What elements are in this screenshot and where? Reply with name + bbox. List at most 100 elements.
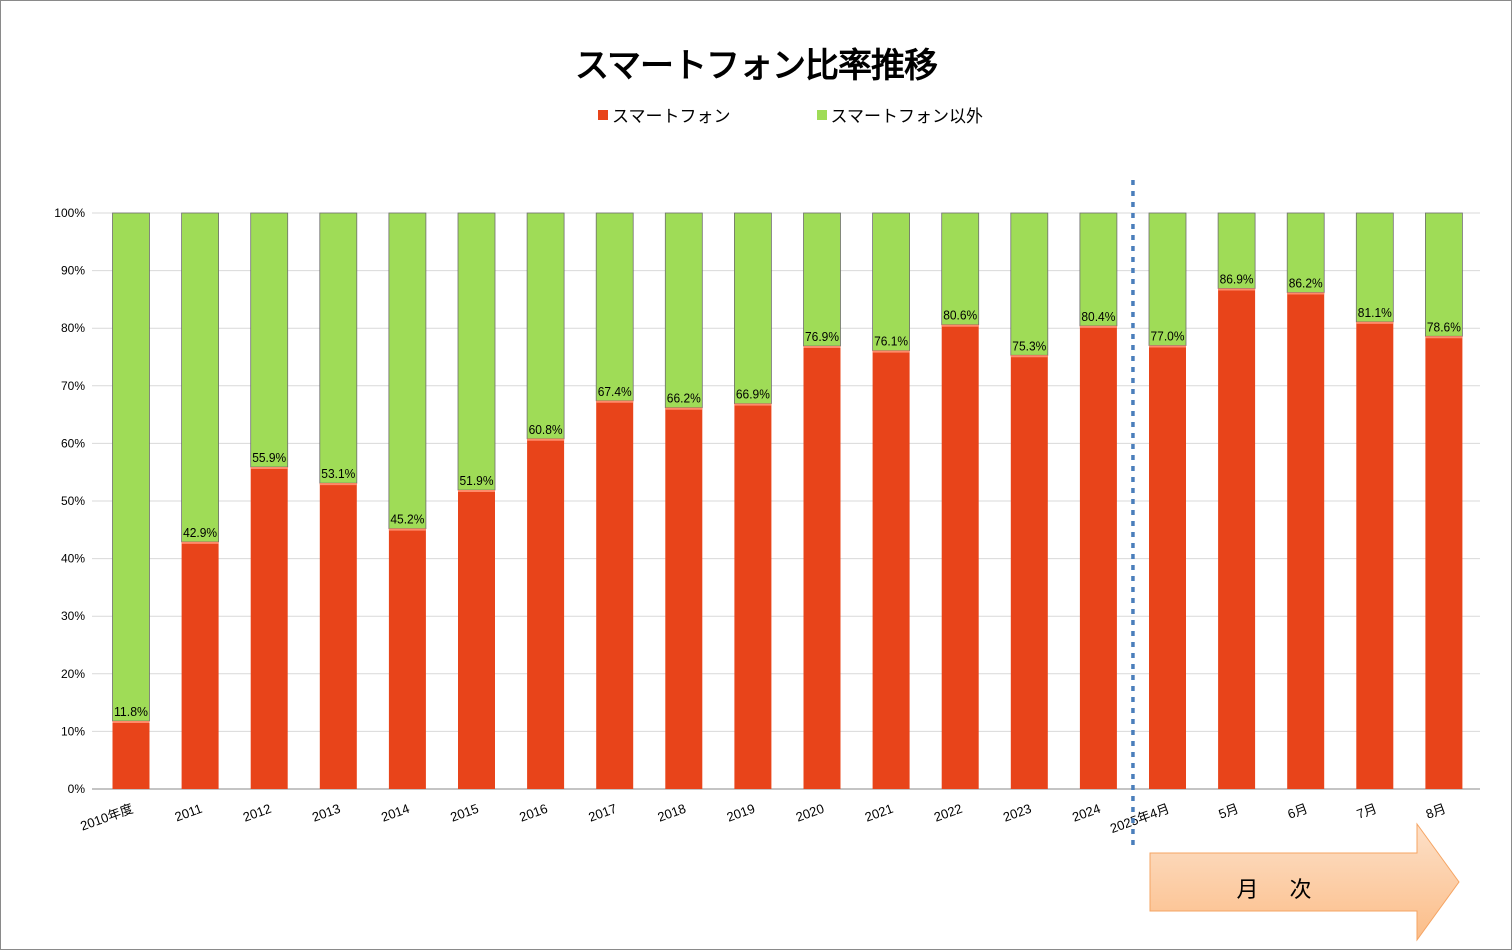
x-tick-label: 2020	[794, 801, 826, 825]
x-tick-label: 2011	[173, 801, 204, 825]
bar-smartphone	[803, 346, 841, 789]
x-tick-label: 2023	[1001, 801, 1033, 825]
bar-smartphone	[1149, 345, 1186, 789]
bar-non-smartphone	[319, 212, 358, 484]
bar-non-smartphone	[457, 212, 496, 491]
data-label: 67.4%	[598, 384, 632, 399]
y-tick-label: 50%	[61, 494, 85, 508]
data-label: 11.8%	[114, 704, 148, 719]
data-label: 86.2%	[1289, 275, 1323, 290]
x-tick-label: 2025年4月	[1108, 801, 1172, 836]
data-label: 66.2%	[667, 391, 701, 406]
legend-label: スマートフォン以外	[830, 107, 984, 127]
data-label: 42.9%	[183, 525, 217, 540]
x-tick-label: 8月	[1424, 801, 1448, 822]
data-label: 75.3%	[1012, 338, 1046, 353]
x-tick-label: 2019	[725, 801, 757, 825]
bar-smartphone	[665, 407, 703, 789]
x-tick-label: 2014	[379, 801, 411, 825]
x-tick-label: 2022	[932, 801, 964, 825]
data-label: 86.9%	[1220, 271, 1254, 286]
bar-smartphone	[872, 350, 910, 789]
data-label: 81.1%	[1358, 305, 1392, 320]
bar-smartphone	[1079, 325, 1117, 789]
bar-smartphone	[458, 490, 495, 789]
bar-non-smartphone	[664, 212, 703, 409]
bar-non-smartphone	[595, 212, 634, 402]
bar-non-smartphone	[250, 212, 289, 468]
y-tick-label: 0%	[68, 782, 86, 796]
bar-non-smartphone	[941, 212, 980, 326]
bar-smartphone	[1356, 321, 1394, 789]
bar-smartphone	[734, 403, 772, 789]
chart-title: スマートフォン比率推移	[575, 46, 938, 86]
bar-non-smartphone	[181, 212, 220, 543]
legend-swatch-non-smartphone	[816, 109, 827, 120]
data-label: 76.9%	[805, 329, 839, 344]
bar-smartphone	[596, 400, 634, 789]
y-tick-label: 90%	[61, 264, 85, 278]
y-tick-label: 40%	[61, 552, 85, 566]
x-tick-label: 2012	[241, 801, 273, 825]
y-tick-label: 20%	[61, 667, 85, 681]
y-tick-label: 10%	[61, 724, 85, 738]
data-label: 76.1%	[874, 334, 908, 349]
x-tick-label: 5月	[1216, 801, 1240, 822]
y-tick-label: 30%	[61, 609, 85, 623]
y-tick-label: 60%	[61, 436, 85, 450]
bar-smartphone	[1010, 355, 1048, 789]
x-tick-label: 2021	[863, 801, 895, 825]
x-tick-label: 2024	[1070, 801, 1102, 825]
bar-smartphone	[527, 438, 565, 789]
bar-smartphone	[1425, 336, 1463, 789]
bar-non-smartphone	[803, 212, 841, 347]
legend-item-smartphone: スマートフォン	[598, 102, 731, 127]
x-tick-label: 2017	[586, 801, 618, 825]
bar-non-smartphone	[872, 212, 910, 352]
bar-non-smartphone	[1217, 212, 1256, 289]
legend: スマートフォン スマートフォン以外	[598, 102, 983, 127]
bar-smartphone	[112, 721, 150, 789]
bar-smartphone	[1287, 292, 1325, 789]
monthly-arrow-label: 月 次	[1236, 878, 1324, 903]
legend-label: スマートフォン	[612, 107, 731, 127]
bar-non-smartphone	[1148, 212, 1187, 346]
bar-non-smartphone	[1079, 212, 1118, 327]
bar-smartphone	[319, 483, 357, 789]
bar-non-smartphone	[1010, 212, 1049, 356]
x-tick-label: 7月	[1355, 801, 1379, 822]
data-label: 66.9%	[736, 387, 770, 402]
monthly-arrow	[1149, 822, 1460, 942]
data-label: 53.1%	[321, 466, 355, 481]
bar-non-smartphone	[526, 212, 565, 440]
data-label: 77.0%	[1151, 328, 1185, 343]
bar-non-smartphone	[112, 212, 150, 722]
bar-non-smartphone	[734, 212, 772, 405]
bar-smartphone	[250, 467, 288, 789]
data-label: 80.6%	[943, 308, 977, 323]
bar-smartphone	[388, 528, 426, 789]
x-tick-label: 2016	[517, 801, 549, 825]
x-tick-label: 2013	[310, 801, 342, 825]
x-tick-label: 2018	[656, 801, 688, 825]
y-tick-label: 100%	[54, 206, 85, 220]
y-tick-label: 70%	[61, 379, 85, 393]
bar-smartphone	[941, 324, 979, 789]
x-tick-label: 6月	[1286, 801, 1310, 822]
bar-non-smartphone	[1286, 212, 1325, 293]
data-label: 78.6%	[1427, 319, 1461, 334]
bar-non-smartphone	[388, 212, 427, 530]
data-label: 45.2%	[390, 512, 424, 527]
data-label: 60.8%	[529, 422, 563, 437]
data-label: 55.9%	[252, 450, 286, 465]
data-label: 80.4%	[1081, 309, 1115, 324]
data-label: 51.9%	[460, 473, 494, 488]
bar-non-smartphone	[1425, 212, 1463, 337]
legend-item-non-smartphone: スマートフォン以外	[816, 102, 984, 127]
bar-non-smartphone	[1355, 212, 1394, 323]
x-tick-label: 2010年度	[78, 801, 135, 834]
bar-smartphone	[181, 541, 219, 789]
bar-smartphone	[1218, 288, 1256, 789]
x-tick-label: 2015	[448, 801, 480, 825]
